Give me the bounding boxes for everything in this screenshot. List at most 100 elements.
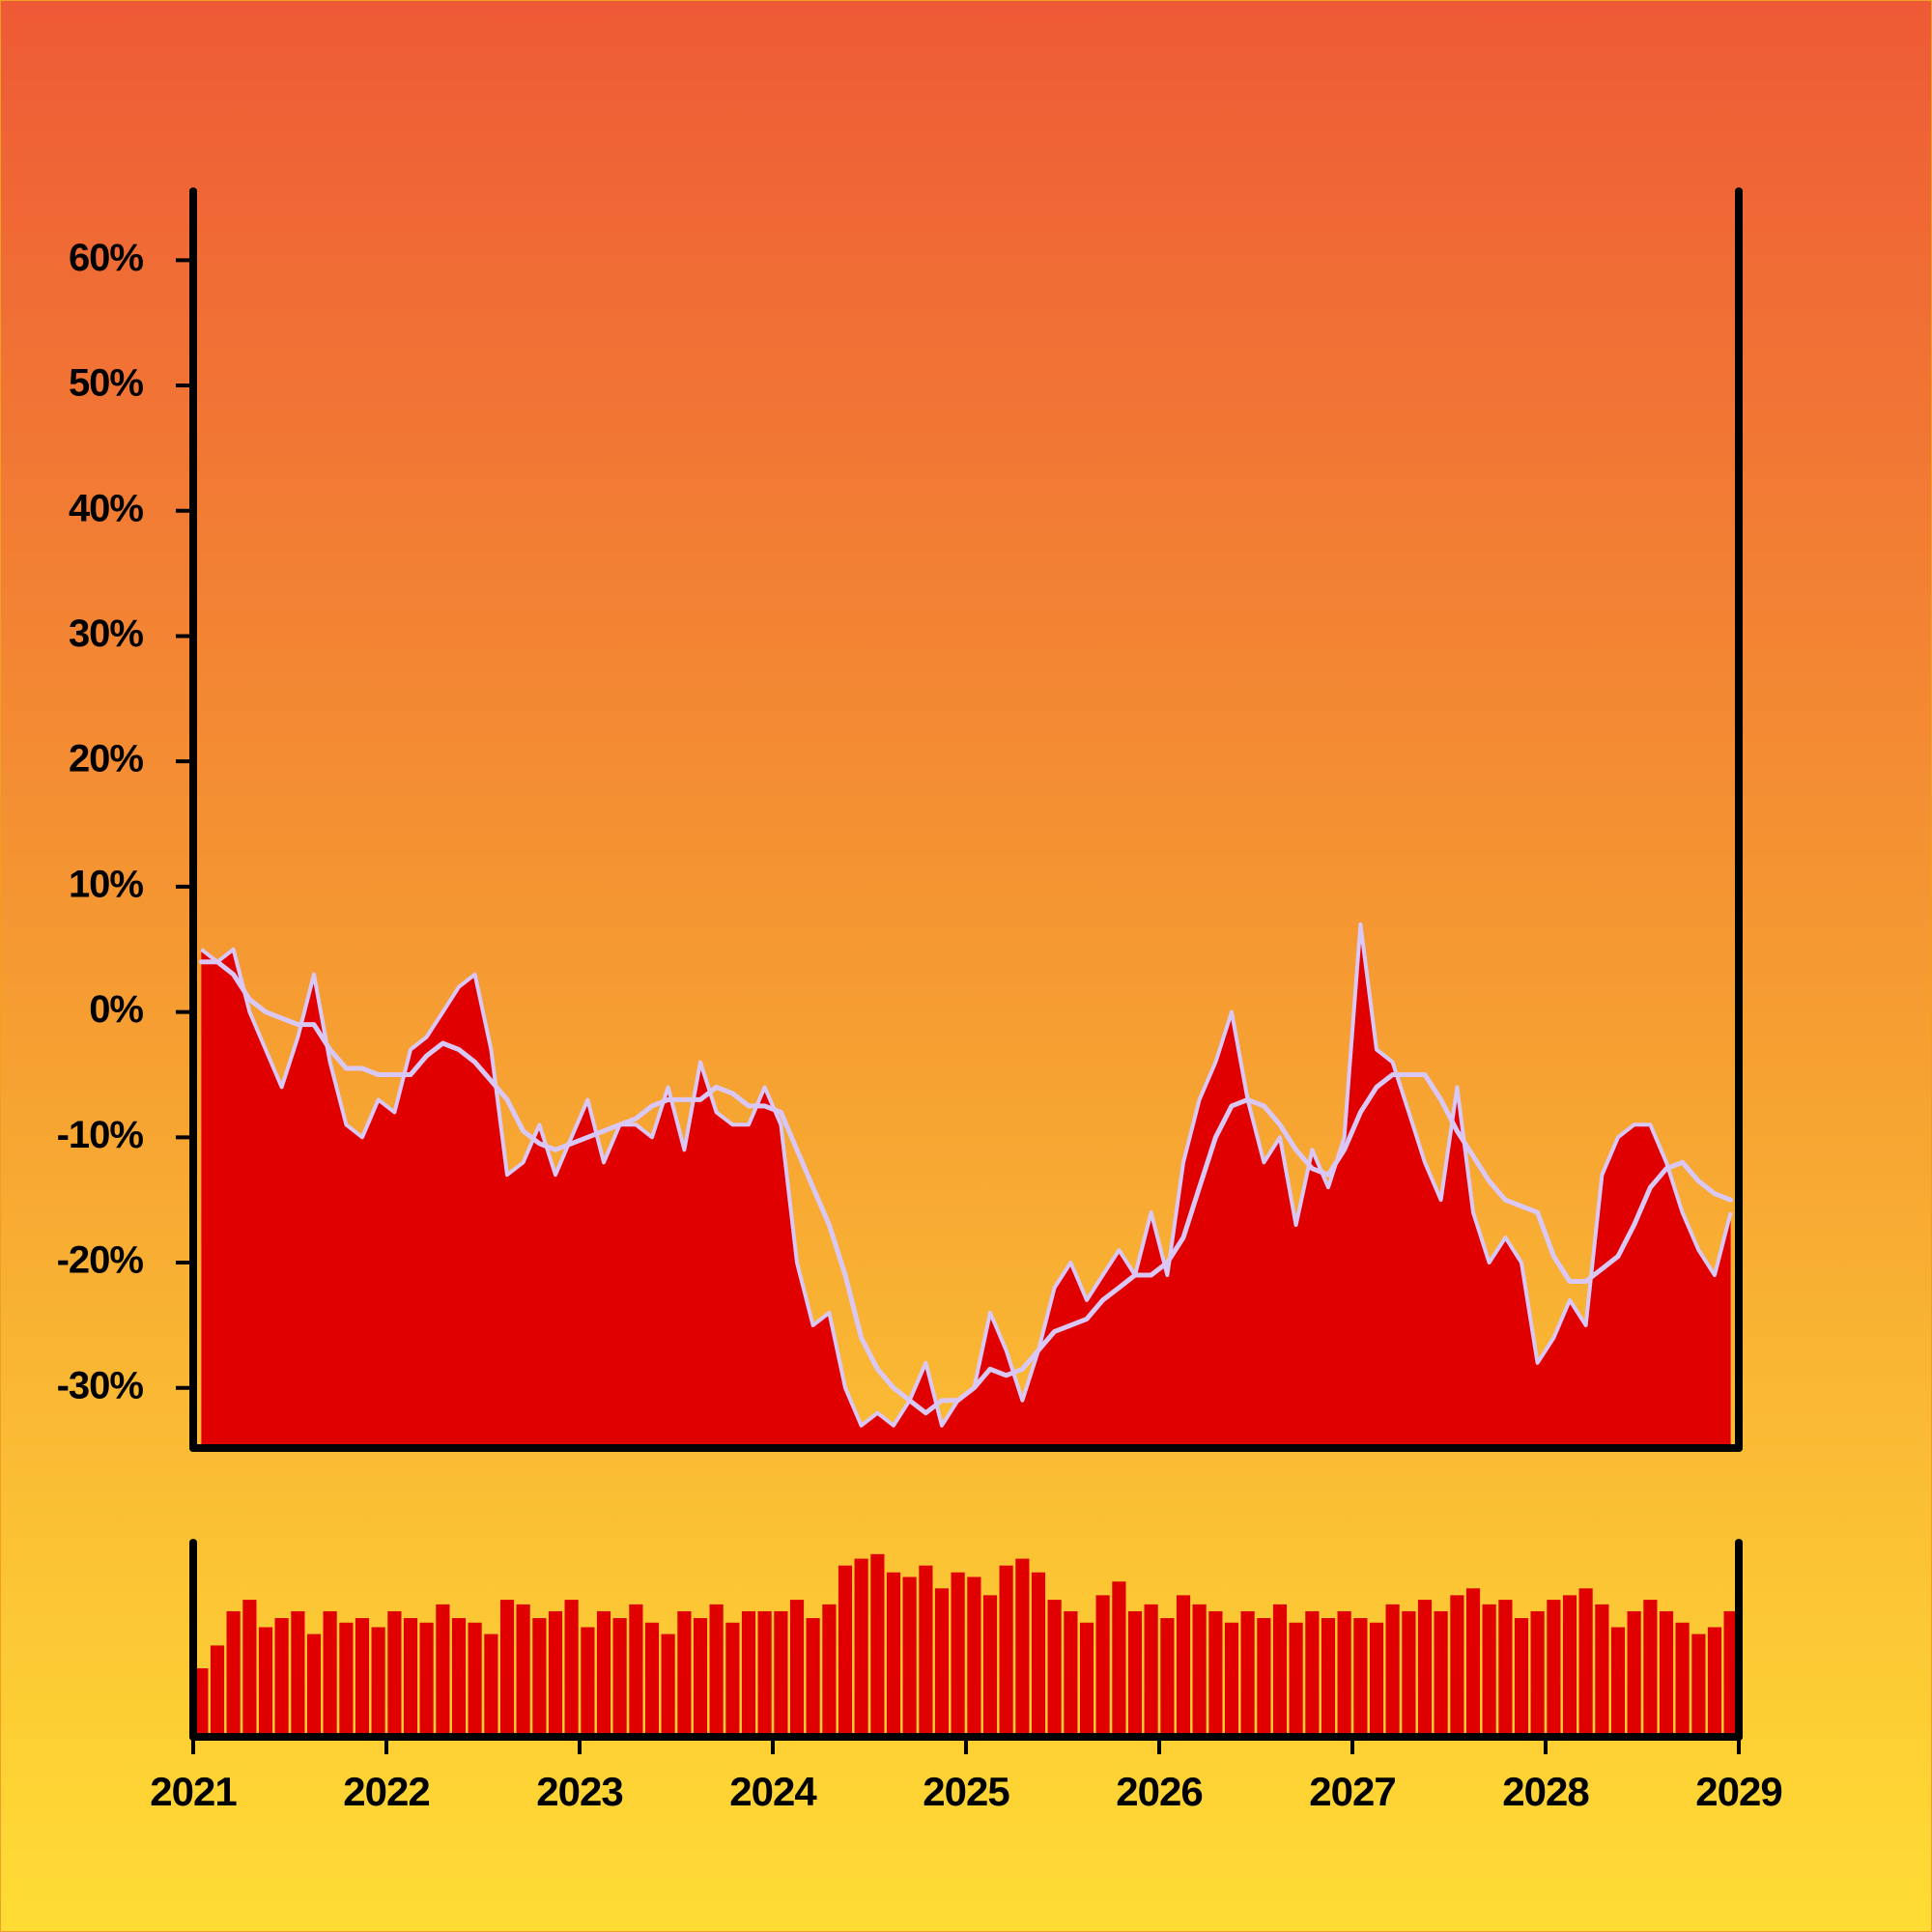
volume-bar [387, 1610, 402, 1737]
volume-bar [1176, 1595, 1191, 1737]
x-tick-label: 2027 [1309, 1769, 1395, 1814]
volume-bar [870, 1553, 885, 1737]
volume-bar [1514, 1618, 1529, 1737]
volume-bar [1450, 1595, 1464, 1737]
volume-bar [468, 1622, 482, 1737]
volume-bar [661, 1634, 675, 1737]
volume-bar [1707, 1627, 1722, 1737]
volume-bar [1691, 1634, 1706, 1737]
y-tick-label: -10% [57, 1114, 144, 1156]
x-tick-label: 2021 [150, 1769, 237, 1814]
volume-bar [774, 1610, 788, 1737]
moving-average-line [198, 959, 1734, 1416]
volume-bar [1498, 1600, 1513, 1737]
volume-bar [1547, 1600, 1561, 1737]
volume-bar [1482, 1604, 1496, 1737]
volume-bar [451, 1618, 467, 1737]
volume-bar [1465, 1588, 1481, 1737]
volume-bar [1610, 1627, 1626, 1737]
volume-bar [982, 1595, 998, 1737]
volume-bar [1095, 1595, 1110, 1737]
volume-bar [1112, 1581, 1126, 1737]
volume-bar [757, 1610, 772, 1737]
volume-bar [1402, 1610, 1416, 1737]
y-tick-label: 0% [89, 988, 143, 1031]
volume-bar [677, 1610, 692, 1737]
volume-panel: 2021 2022 2023 2024 2025 2026 2027 2028 2029 [150, 1539, 1783, 1814]
volume-bar [419, 1622, 434, 1737]
volume-bar [1643, 1600, 1658, 1737]
volume-bar [934, 1588, 950, 1737]
volume-bar [1289, 1622, 1303, 1737]
volume-bar [629, 1604, 643, 1737]
volume-bar [596, 1610, 611, 1737]
volume-bar [1578, 1588, 1593, 1737]
volume-bar [1079, 1622, 1094, 1737]
volume-bar [1369, 1622, 1384, 1737]
x-tick-label: 2024 [729, 1769, 817, 1814]
volume-bar [1385, 1604, 1400, 1737]
volume-bar [1240, 1610, 1255, 1737]
volume-bar [806, 1618, 820, 1737]
volume-bar [226, 1610, 241, 1737]
volume-bar [854, 1558, 868, 1737]
volume-bar [1272, 1604, 1288, 1737]
volume-bar [274, 1618, 289, 1737]
volume-bar [1160, 1618, 1175, 1737]
x-tick-label: 2029 [1695, 1769, 1781, 1814]
volume-bar [403, 1618, 418, 1737]
volume-bar [1064, 1610, 1078, 1737]
volume-bar [532, 1618, 547, 1737]
volume-bar [258, 1627, 273, 1737]
x-tick-label: 2028 [1502, 1769, 1589, 1814]
volume-bar [1434, 1610, 1448, 1737]
volume-bar [644, 1622, 660, 1737]
volume-bar [822, 1604, 837, 1737]
x-tick-label: 2023 [536, 1769, 622, 1814]
volume-bar [484, 1634, 498, 1737]
volume-bar [1208, 1610, 1223, 1737]
volume-bar [1144, 1604, 1158, 1737]
volume-bar [999, 1565, 1013, 1737]
volume-bar [693, 1618, 708, 1737]
volume-bar [1015, 1558, 1030, 1737]
y-tick-label: -20% [57, 1239, 144, 1282]
volume-bar [1127, 1610, 1143, 1737]
volume-bar [210, 1645, 225, 1737]
volume-bar [612, 1618, 627, 1737]
area [201, 923, 1731, 1448]
volume-bar [1337, 1610, 1351, 1737]
volume-bar [371, 1627, 385, 1737]
y-tick-label: 20% [69, 738, 143, 781]
volume-bar [838, 1565, 853, 1737]
price-panel: -30% -20% -10% 0% 10% 20% 30% 40% 50% 60% [57, 187, 1743, 1452]
volume-bar [1224, 1622, 1239, 1737]
volume-bar [194, 1668, 209, 1737]
x-tick-label: 2025 [923, 1769, 1009, 1814]
volume-bar [1659, 1610, 1674, 1737]
y-tick-label: 60% [69, 237, 143, 279]
volume-bar [967, 1577, 981, 1737]
volume-bar [951, 1572, 965, 1737]
volume-bar [1257, 1618, 1271, 1737]
volume-bar [1627, 1610, 1641, 1737]
volume-bar [1675, 1622, 1690, 1737]
volume-bar [1047, 1600, 1062, 1737]
volume-bar [1530, 1610, 1545, 1737]
volume-bar [789, 1600, 805, 1737]
volume-bar [323, 1610, 337, 1737]
volume-bar [436, 1604, 450, 1737]
x-tick-label: 2022 [343, 1769, 429, 1814]
volume-bar [242, 1600, 257, 1737]
volume-bar [919, 1565, 933, 1737]
volume-bar [291, 1610, 305, 1737]
volume-bar [709, 1604, 724, 1737]
volume-bar [1417, 1600, 1433, 1737]
volume-bar [1192, 1604, 1207, 1737]
volume-bar [306, 1634, 322, 1737]
volume-bar [725, 1622, 740, 1737]
volume-bar [741, 1610, 756, 1737]
volume-bar [902, 1577, 917, 1737]
volume-bar [564, 1600, 579, 1737]
